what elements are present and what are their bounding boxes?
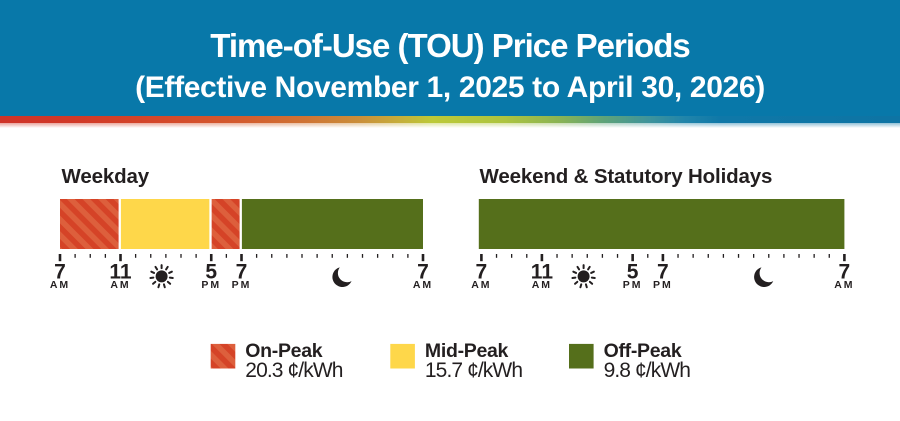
svg-text:7: 7: [417, 261, 429, 284]
svg-text:PM: PM: [201, 279, 221, 291]
svg-text:15.7 ¢/kWh: 15.7 ¢/kWh: [425, 359, 522, 382]
svg-text:Mid-Peak: Mid-Peak: [425, 340, 509, 362]
svg-text:5: 5: [205, 261, 217, 284]
svg-text:7: 7: [236, 261, 248, 284]
svg-text:PM: PM: [623, 279, 643, 291]
svg-text:7: 7: [839, 261, 851, 284]
svg-text:PM: PM: [653, 279, 673, 291]
svg-text:AM: AM: [50, 279, 70, 291]
svg-text:AM: AM: [110, 279, 130, 291]
svg-text:AM: AM: [413, 279, 433, 291]
svg-text:7: 7: [54, 261, 66, 284]
svg-text:7: 7: [476, 261, 488, 284]
svg-text:5: 5: [627, 261, 639, 284]
svg-text:9.8 ¢/kWh: 9.8 ¢/kWh: [604, 359, 691, 382]
svg-text:20.3 ¢/kWh: 20.3 ¢/kWh: [245, 359, 342, 382]
svg-text:7: 7: [657, 261, 669, 284]
svg-text:Off-Peak: Off-Peak: [604, 340, 682, 362]
svg-text:AM: AM: [532, 279, 552, 291]
svg-text:11: 11: [531, 261, 554, 284]
svg-text:11: 11: [109, 261, 132, 284]
svg-text:AM: AM: [471, 279, 491, 291]
svg-text:PM: PM: [232, 279, 252, 291]
svg-text:On-Peak: On-Peak: [245, 340, 322, 362]
svg-text:AM: AM: [834, 279, 854, 291]
